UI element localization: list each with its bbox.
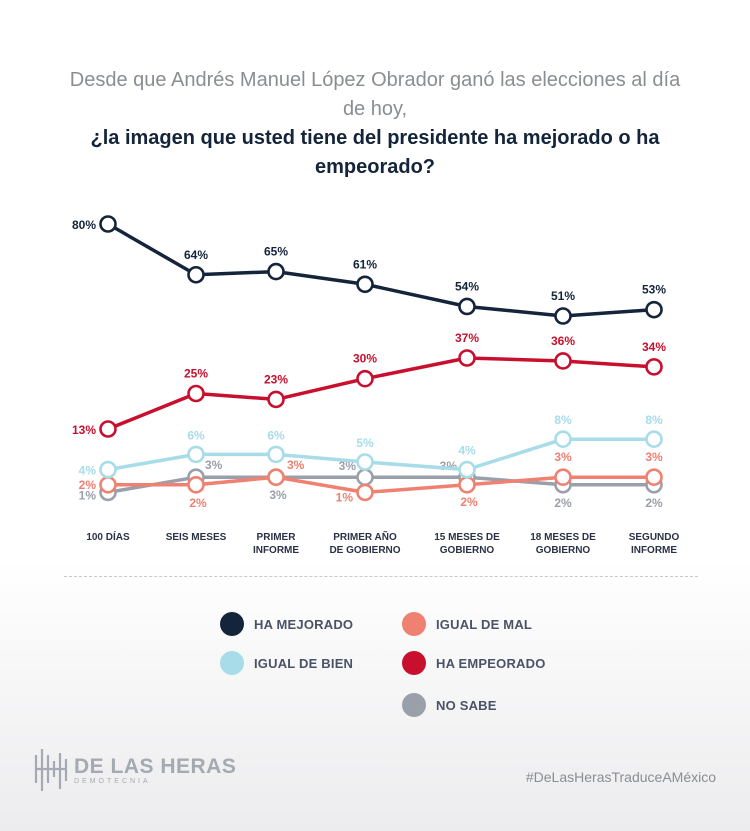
legend-label: IGUAL DE BIEN	[254, 655, 354, 671]
data-label: 54%	[455, 279, 479, 293]
data-point	[356, 369, 374, 388]
data-label: 23%	[264, 372, 288, 386]
hashtag: #DeLasHerasTraduceAMéxico	[525, 769, 716, 785]
legend-swatch	[220, 612, 244, 636]
data-label: 37%	[455, 331, 479, 345]
brand-name: DE LAS HERAS	[74, 754, 237, 778]
data-point	[187, 265, 205, 284]
legend-label: NO SABE	[436, 697, 497, 713]
data-label: 2%	[460, 495, 478, 509]
data-label: 1%	[336, 490, 354, 504]
data-point	[99, 460, 117, 479]
legend-item-ha-mejorado: HA MEJORADO	[220, 612, 353, 636]
title-line-2: ¿la imagen que usted tiene del president…	[90, 127, 660, 178]
data-label: 3%	[339, 459, 357, 473]
legend-item-ha-empeorado: HA EMPEORADO	[402, 651, 546, 675]
data-label: 1%	[79, 488, 97, 502]
legend-item-igual-de-mal: IGUAL DE MAL	[402, 612, 532, 636]
data-label: 4%	[79, 464, 97, 478]
x-tick-label: SEIS MESES	[166, 532, 227, 543]
data-label: 80%	[72, 218, 96, 232]
data-point	[267, 262, 285, 281]
data-label: 2%	[79, 478, 97, 492]
data-label: 6%	[267, 428, 285, 442]
data-label: 53%	[642, 283, 666, 297]
data-point	[554, 352, 572, 370]
data-point	[267, 468, 285, 487]
data-point	[458, 460, 476, 479]
data-label: 6%	[187, 428, 205, 442]
data-point	[554, 307, 572, 325]
data-point	[645, 358, 663, 376]
x-tick-label: 15 MESES DE GOBIERNO	[434, 532, 500, 556]
chart-title: Desde que Andrés Manuel López Obrador ga…	[60, 66, 690, 182]
data-label: 51%	[551, 289, 575, 303]
legend-swatch	[402, 612, 426, 636]
line-chart: 1%3%3%3% 3%2% 2%2%2%3%1% 2%3% 3%4%6% 6%5%4%8%…	[72, 215, 680, 556]
data-point	[187, 475, 205, 494]
legend-label: HA EMPEORADO	[436, 655, 546, 671]
data-point	[99, 475, 117, 494]
data-point	[645, 468, 663, 487]
data-point	[187, 445, 205, 464]
brand-subtitle: DEMOTECNIA	[74, 777, 151, 785]
data-point	[187, 384, 205, 403]
divider	[64, 576, 698, 577]
x-tick-label: 100 DÍAS	[86, 530, 130, 543]
data-point	[267, 390, 285, 409]
data-point	[458, 349, 476, 367]
legend-item-igual-de-bien: IGUAL DE BIEN	[220, 651, 353, 675]
data-point	[645, 300, 663, 319]
data-label: 8%	[645, 413, 663, 427]
legend-label: HA MEJORADO	[254, 616, 354, 632]
data-label: 2%	[645, 496, 663, 510]
data-point	[356, 468, 374, 487]
data-label: 65%	[264, 245, 288, 259]
data-point	[458, 297, 476, 316]
data-label: 8%	[554, 413, 572, 427]
data-label: 34%	[642, 340, 666, 354]
data-label: 3%	[287, 458, 305, 472]
x-tick-label: SEGUNDO INFORME	[629, 532, 680, 556]
data-point	[458, 475, 476, 494]
data-point	[99, 420, 117, 438]
data-label: 61%	[353, 257, 377, 271]
data-label: 30%	[353, 352, 377, 366]
data-point	[99, 215, 117, 233]
legend-swatch	[402, 651, 426, 675]
data-label: 13%	[72, 423, 96, 437]
data-label: 4%	[458, 444, 476, 458]
data-point	[645, 430, 663, 449]
data-point	[356, 483, 374, 502]
data-label: 5%	[356, 436, 374, 450]
x-tick-label: PRIMER INFORME	[253, 532, 299, 556]
legend-swatch	[220, 651, 244, 675]
brand-logo: DE LAS HERAS DEMOTECNIA	[30, 745, 236, 795]
data-label: 3%	[205, 458, 223, 472]
data-label: 2%	[189, 496, 207, 510]
logo-icon	[34, 749, 68, 791]
data-label: 36%	[551, 334, 575, 348]
data-point	[356, 453, 374, 471]
data-label: 25%	[184, 367, 208, 381]
x-tick-label: 18 MESES DE GOBIERNO	[530, 532, 596, 556]
data-point	[356, 275, 374, 294]
data-label: 3%	[269, 488, 287, 502]
data-label: 3%	[554, 450, 572, 464]
title-line-1: Desde que Andrés Manuel López Obrador ga…	[69, 69, 681, 120]
legend-item-no-sabe: NO SABE	[402, 693, 497, 717]
data-point	[554, 468, 572, 487]
data-point	[554, 430, 572, 449]
x-tick-label: PRIMER AÑO DE GOBIERNO	[329, 530, 400, 556]
legend-label: IGUAL DE MAL	[436, 616, 533, 632]
legend-swatch	[402, 693, 426, 717]
data-label: 64%	[184, 248, 208, 262]
data-label: 3%	[645, 450, 663, 464]
data-label: 2%	[554, 496, 572, 510]
data-point	[267, 445, 285, 464]
